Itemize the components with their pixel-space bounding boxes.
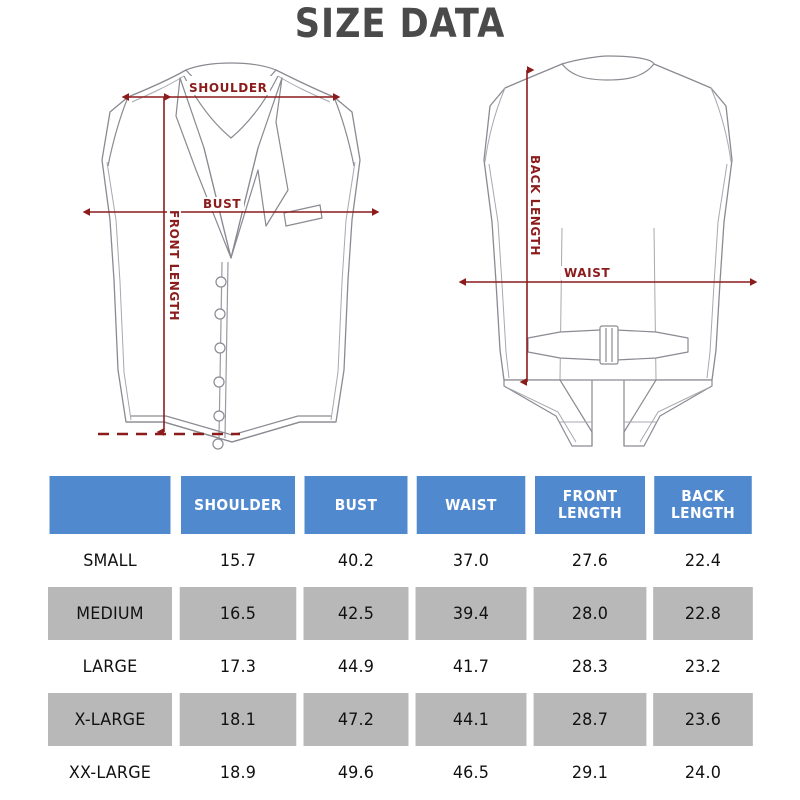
table-header: SHOULDER BUST WAIST FRONT LENGTH BACK LE… [44,476,756,534]
cell-waist: 37.0 [415,534,527,587]
table-body: SMALL 15.7 40.2 37.0 27.6 22.4 MEDIUM 16… [44,534,756,799]
vest-front-buttons [212,276,227,450]
cell-size: LARGE [47,640,173,693]
waist-dim-label: WAIST [561,266,614,280]
garment-diagram-svg [82,55,758,450]
column-header-bust: BUST [304,476,408,534]
cell-bust: 49.6 [303,746,409,799]
table-row: X-LARGE 18.1 47.2 44.1 28.7 23.6 [44,693,756,746]
back-length-dim-label: BACK LENGTH [528,152,542,260]
cell-waist: 41.7 [415,640,527,693]
cell-shoulder: 15.7 [179,534,297,587]
column-header-waist: WAIST [416,476,526,534]
cell-shoulder: 16.5 [179,587,297,640]
cell-front-length: 28.0 [533,587,647,640]
cell-bust: 47.2 [303,693,409,746]
cell-shoulder: 17.3 [179,640,297,693]
cell-size: SMALL [47,534,173,587]
cell-front-length: 28.3 [533,640,647,693]
cell-back-length: 22.8 [653,587,753,640]
vest-back-hem [503,379,713,447]
table-row: XX-LARGE 18.9 49.6 46.5 29.1 24.0 [44,746,756,799]
column-header-size [49,476,171,534]
front-length-dim-label-text: FRONT LENGTH [167,207,181,324]
table-row: MEDIUM 16.5 42.5 39.4 28.0 22.8 [44,587,756,640]
vest-front-armholes [107,96,355,167]
cell-bust: 42.5 [303,587,409,640]
bust-dim-label: BUST [200,197,245,211]
table-row: SMALL 15.7 40.2 37.0 27.6 22.4 [44,534,756,587]
vest-back-belt [527,325,689,365]
vest-back-hem-detail [507,387,709,443]
cell-bust: 44.9 [303,640,409,693]
cell-size: XX-LARGE [47,746,173,799]
cell-back-length: 23.6 [653,693,753,746]
cell-front-length: 29.1 [533,746,647,799]
size-data-table: SHOULDER BUST WAIST FRONT LENGTH BACK LE… [44,476,756,799]
cell-size: MEDIUM [47,587,173,640]
cell-waist: 39.4 [415,587,527,640]
column-header-shoulder: SHOULDER [180,476,296,534]
column-header-back-length-line2: LENGTH [670,504,736,522]
table-header-row: SHOULDER BUST WAIST FRONT LENGTH BACK LE… [44,476,756,534]
cell-size: X-LARGE [47,693,173,746]
cell-back-length: 22.4 [653,534,753,587]
cell-waist: 46.5 [415,746,527,799]
column-header-back-length-line1: BACK [681,487,725,505]
vest-back-collar [560,55,655,81]
cell-shoulder: 18.1 [179,693,297,746]
back-length-dim-label-text: BACK LENGTH [528,152,542,260]
shoulder-dim-label: SHOULDER [186,81,271,95]
column-header-front-length-line1: FRONT [562,487,618,505]
back-dimension-lines [458,66,758,386]
front-length-dim-label: FRONT LENGTH [167,207,181,324]
cell-front-length: 28.7 [533,693,647,746]
cell-back-length: 24.0 [653,746,753,799]
front-dimension-lines [82,93,380,436]
column-header-front-length: FRONT LENGTH [534,476,646,534]
cell-front-length: 27.6 [533,534,647,587]
column-header-front-length-line2: LENGTH [557,504,623,522]
cell-waist: 44.1 [415,693,527,746]
cell-back-length: 23.2 [653,640,753,693]
cell-bust: 40.2 [303,534,409,587]
garment-diagram: SHOULDER BUST FRONT LENGTH BACK LENGTH W… [0,50,800,460]
cell-shoulder: 18.9 [179,746,297,799]
table-row: LARGE 17.3 44.9 41.7 28.3 23.2 [44,640,756,693]
column-header-back-length: BACK LENGTH [654,476,752,534]
page-title: SIZE DATA [294,1,506,47]
